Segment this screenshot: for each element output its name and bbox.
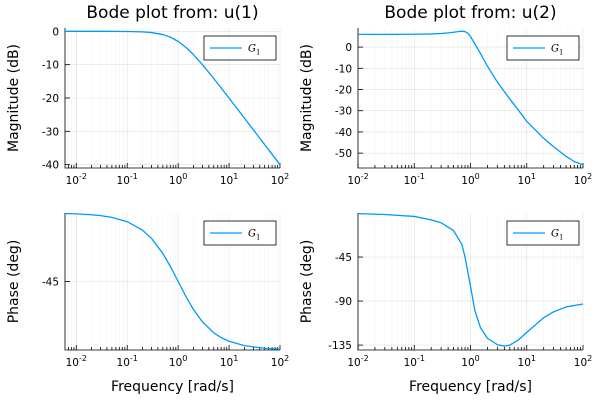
x-tick-label: 100 xyxy=(461,172,479,187)
x-tick-label: 100 xyxy=(169,354,187,369)
panel-magnitude-u2: 10-2 10-1 100 101 102 0 -10 -20 -30 -40 -50 Bode pl… xyxy=(299,3,592,187)
legend: G1 xyxy=(203,35,277,61)
series-line-phase-u2 xyxy=(357,212,584,347)
x-tick-label: 102 xyxy=(574,354,592,369)
x-tick-label: 10-1 xyxy=(404,172,425,187)
legend-entry: G1 xyxy=(551,44,563,57)
x-tick-label: 102 xyxy=(574,172,592,187)
legend-entry: G1 xyxy=(248,44,260,57)
legend: G1 xyxy=(506,35,580,61)
legend-entry: G1 xyxy=(551,229,563,242)
chart-title: Bode plot from: u(1) xyxy=(86,3,258,23)
y-tick-label: -40 xyxy=(335,127,352,139)
x-tick-label: 10-2 xyxy=(347,354,368,369)
y-tick-label: 0 xyxy=(52,26,59,38)
y-tick-label: -90 xyxy=(335,296,352,308)
legend-entry: G1 xyxy=(248,229,260,242)
panel-phase-u2: 10-2 10-1 100 101 102 -45 -90 -135 Phase (deg) Fr… xyxy=(299,212,592,395)
y-tick-label: -20 xyxy=(42,93,59,105)
y-tick-label: -10 xyxy=(42,60,59,72)
y-tick-label: -30 xyxy=(42,126,59,138)
y-tick-label: -20 xyxy=(335,85,352,97)
y-tick-label: -45 xyxy=(335,252,352,264)
series-line-magnitude-u2 xyxy=(358,30,584,166)
x-tick-label: 102 xyxy=(271,172,289,187)
axes-frame xyxy=(64,213,280,351)
panel-magnitude-u1: 10-2 10-1 100 101 102 0 -10 -20 -30 -40 Bode plot … xyxy=(6,3,289,187)
y-tick-label: -40 xyxy=(42,160,59,172)
y-tick-label: -135 xyxy=(328,340,352,352)
x-tick-label: 101 xyxy=(518,354,536,369)
x-tick-label: 101 xyxy=(220,172,238,187)
x-axis-label: Frequency [rad/s] xyxy=(111,379,234,395)
x-tick-label: 10-2 xyxy=(66,354,87,369)
x-tick-label: 101 xyxy=(518,172,536,187)
axes-frame xyxy=(64,28,280,169)
y-axis-label: Phase (deg) xyxy=(6,240,22,324)
panel-phase-u1: 10-2 10-1 100 101 102 -45 Phase (deg) Frequency… xyxy=(6,212,289,395)
legend: G1 xyxy=(203,220,277,246)
y-tick-label: -50 xyxy=(335,148,352,160)
x-tick-label: 100 xyxy=(169,172,187,187)
chart-title: Bode plot from: u(2) xyxy=(384,3,556,23)
y-tick-label: -45 xyxy=(42,277,59,289)
legend: G1 xyxy=(506,220,580,246)
y-axis-label: Phase (deg) xyxy=(299,240,315,324)
x-tick-label: 10-2 xyxy=(347,172,368,187)
x-tick-label: 10-1 xyxy=(404,354,425,369)
x-tick-label: 10-1 xyxy=(117,172,138,187)
y-tick-label: 0 xyxy=(345,42,352,54)
x-tick-label: 102 xyxy=(271,354,289,369)
series-line-magnitude-u1 xyxy=(65,30,281,166)
x-tick-label: 10-2 xyxy=(66,172,87,187)
x-axis-label: Frequency [rad/s] xyxy=(409,379,532,395)
y-tick-label: -30 xyxy=(335,106,352,118)
y-axis-label: Magnitude (dB) xyxy=(299,44,315,152)
x-tick-label: 100 xyxy=(461,354,479,369)
x-tick-label: 101 xyxy=(220,354,238,369)
y-axis-label: Magnitude (dB) xyxy=(6,44,22,152)
series-line-phase-u1 xyxy=(64,212,281,350)
y-tick-label: -10 xyxy=(335,63,352,75)
x-tick-label: 10-1 xyxy=(117,354,138,369)
